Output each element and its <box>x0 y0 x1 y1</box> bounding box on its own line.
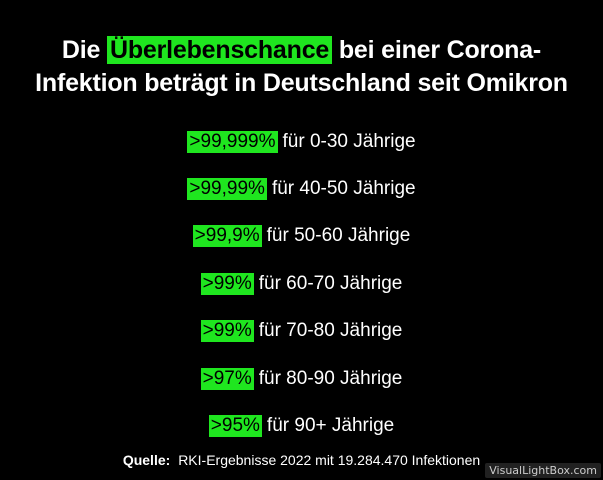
survival-rate-row: >99% für 70-80 Jährige <box>0 308 603 355</box>
watermark: VisualLightBox.com <box>485 463 601 478</box>
survival-percentage: >99,9% <box>192 225 262 248</box>
survival-rate-row: >95% für 90+ Jährige <box>0 402 603 449</box>
age-group-label: für 70-80 Jährige <box>258 320 403 342</box>
age-group-label: für 90+ Jährige <box>266 415 395 437</box>
survival-rate-row: >99,999% für 0-30 Jährige <box>0 118 603 165</box>
survival-percentage: >95% <box>208 415 262 438</box>
age-group-label: für 60-70 Jährige <box>258 272 403 294</box>
survival-rate-row: >99,9% für 50-60 Jährige <box>0 213 603 260</box>
survival-percentage: >97% <box>200 367 254 390</box>
age-group-label: für 50-60 Jährige <box>266 225 411 247</box>
headline-line-1: Die Überlebenschance bei einer Corona- <box>0 34 603 67</box>
survival-percentage: >99% <box>200 320 254 343</box>
age-group-label: für 80-90 Jährige <box>258 367 403 389</box>
age-group-label: für 0-30 Jährige <box>282 130 416 152</box>
headline-prefix: Die <box>61 36 101 64</box>
survival-rate-list: >99,999% für 0-30 Jährige >99,99% für 40… <box>0 118 603 450</box>
source-note: Quelle: RKI-Ergebnisse 2022 mit 19.284.4… <box>0 452 603 468</box>
age-group-label: für 40-50 Jährige <box>271 178 416 200</box>
survival-percentage: >99,99% <box>187 178 267 201</box>
headline-suffix: bei einer Corona- <box>338 36 542 64</box>
source-label: Quelle: <box>122 452 171 468</box>
survival-rate-row: >99,99% für 40-50 Jährige <box>0 165 603 212</box>
survival-rate-row: >97% für 80-90 Jährige <box>0 355 603 402</box>
headline-highlight: Überlebenschance <box>106 36 333 64</box>
survival-percentage: >99,999% <box>187 130 278 153</box>
survival-rate-row: >99% für 60-70 Jährige <box>0 260 603 307</box>
headline-line-2: Infektion beträgt in Deutschland seit Om… <box>35 69 568 97</box>
survival-percentage: >99% <box>200 272 254 295</box>
source-text: RKI-Ergebnisse 2022 mit 19.284.470 Infek… <box>178 452 481 468</box>
headline: Die Überlebenschance bei einer Corona- I… <box>0 34 603 100</box>
